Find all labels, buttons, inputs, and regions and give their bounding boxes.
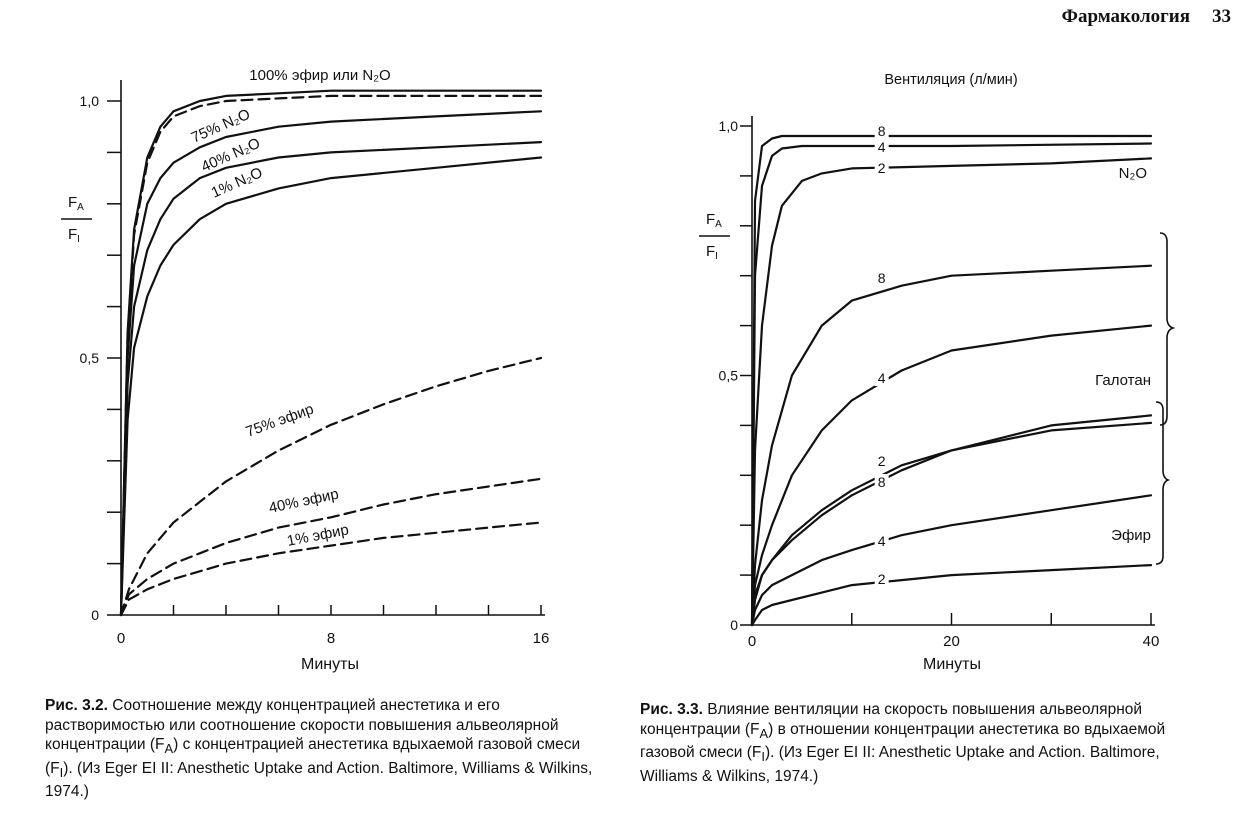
caption-label: Рис. 3.3. [640, 701, 703, 718]
x-tick-label: 16 [533, 630, 550, 647]
caption-subscript: A [164, 741, 174, 757]
series-line [119, 110, 543, 617]
series-line [750, 157, 1153, 627]
series-line [750, 494, 1153, 627]
page-number: 33 [1212, 6, 1231, 27]
series-label: 2 [878, 571, 886, 587]
caption-text: Влияние вентиляции на скорость повышения… [640, 701, 1143, 738]
y-tick-label: 0,5 [80, 350, 100, 366]
x-axis-label: Минуты [301, 656, 359, 673]
series-label: 4 [878, 533, 886, 549]
ylabel-denominator: FI [68, 226, 80, 245]
series-line [750, 324, 1153, 627]
series-line [750, 134, 1153, 627]
caption-text: ) в отношении концентрации анестетика во… [640, 720, 1166, 762]
brace-ether [1155, 401, 1171, 565]
label-mask [874, 474, 889, 490]
caption-subscript: I [761, 749, 765, 765]
ylabel-numerator: FA [68, 194, 84, 213]
chart-title: Вентиляция (л/мин) [884, 72, 1017, 88]
ylabel-denominator: FI [706, 243, 718, 262]
caption-text: Соотношение между концентрацией анестети… [45, 697, 559, 753]
series-line [750, 264, 1153, 627]
y-tick-label: 0 [91, 607, 99, 623]
figure-caption-3-2: Рис. 3.2. Соотношение между концентрацие… [45, 696, 610, 802]
caption-subscript: I [59, 764, 64, 780]
series-line [119, 141, 543, 617]
y-axis-label: FA FI [61, 194, 92, 245]
running-header: Фармакология 33 [1062, 6, 1231, 28]
series-label: 8 [878, 123, 886, 139]
series-line [119, 356, 543, 617]
x-tick-label: 0 [748, 633, 756, 650]
x-tick-label: 0 [117, 630, 125, 647]
series-line [750, 142, 1153, 627]
y-tick-label: 1,0 [719, 118, 739, 134]
caption-subscript: A [759, 725, 769, 741]
y-tick-label: 0,5 [719, 368, 739, 384]
label-mask [874, 370, 889, 386]
label-mask [874, 453, 889, 469]
series-label: 100% эфир или N₂O [249, 67, 390, 84]
series-line [119, 477, 543, 617]
y-tick-label: 0 [730, 617, 738, 633]
x-tick-label: 20 [943, 633, 960, 650]
figure-caption-3-3: Рис. 3.3. Влияние вентиляции на скорость… [640, 700, 1220, 786]
series-line [119, 156, 543, 617]
series-label: 40% эфир [267, 486, 340, 517]
group-label-halothane: Галотан [1095, 372, 1151, 389]
series-line [119, 521, 543, 617]
group-label-ether: Эфир [1111, 527, 1151, 544]
label-mask [874, 571, 889, 587]
label-mask [874, 123, 889, 139]
label-mask [874, 533, 889, 549]
y-axis-label: FA FI [699, 211, 730, 262]
series-label: 4 [878, 139, 886, 155]
label-mask [874, 270, 889, 286]
label-mask [874, 160, 889, 176]
section-title: Фармакология [1061, 6, 1190, 27]
x-tick-label: 8 [327, 630, 335, 647]
figures-canvas: 0 0,5 1,0 0 8 16 Минуты FA FI 100% эфир или N₂O 75… [61, 67, 1176, 673]
caption-text: ) с концентрацией анестетика вдыхаемой г… [45, 736, 581, 777]
brace-halothane [1159, 232, 1176, 426]
series-label: 4 [878, 370, 886, 386]
caption-text: ). (Из Eger EI II: Anesthetic Uptake and… [45, 759, 593, 801]
series-line [750, 414, 1153, 627]
series-label: 1% эфир [286, 521, 351, 550]
group-label-n2o: N₂O [1119, 165, 1147, 182]
y-tick-label: 1,0 [80, 93, 100, 109]
series-label: 8 [878, 474, 886, 490]
series-label: 75% эфир [244, 401, 316, 441]
caption-label: Рис. 3.2. [45, 697, 108, 714]
series-label: 8 [878, 270, 886, 286]
x-tick-label: 40 [1143, 633, 1160, 650]
series-line [119, 94, 543, 617]
series-label: 2 [878, 453, 886, 469]
x-axis-label: Минуты [923, 656, 981, 673]
caption-text: ). (Из Eger EI II: Anesthetic Uptake and… [640, 744, 1160, 785]
series-line [750, 564, 1153, 627]
label-mask [874, 139, 889, 155]
ylabel-numerator: FA [706, 211, 722, 230]
series-label: 2 [878, 160, 886, 176]
